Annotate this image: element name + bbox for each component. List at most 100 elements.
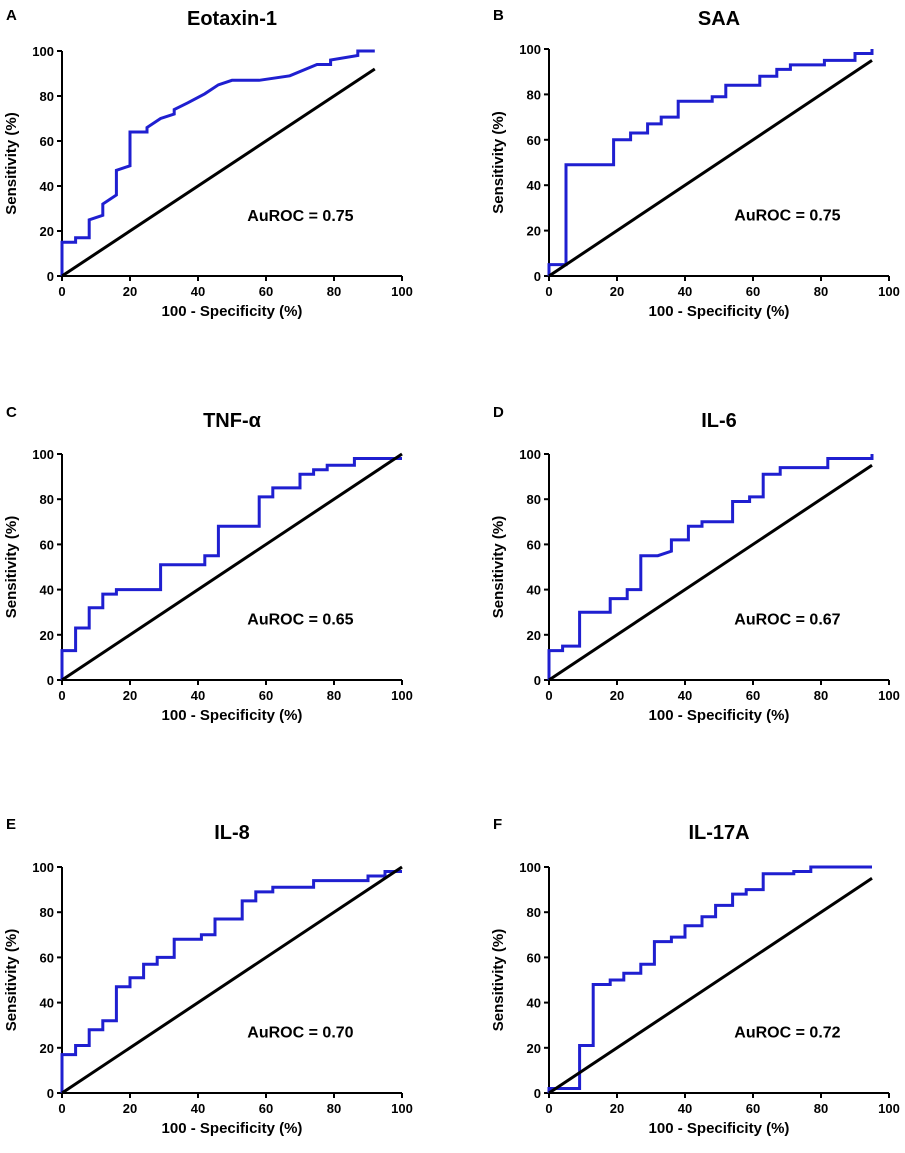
x-axis-label: 100 - Specificity (%) [649,707,790,724]
auroc-annotation: AuROC = 0.65 [247,612,353,629]
reference-diagonal-line [548,464,873,682]
y-tick-label: 0 [534,1086,541,1101]
auroc-annotation: AuROC = 0.72 [734,1025,840,1042]
x-tick-label: 60 [259,284,273,299]
chart-title: TNF-α [203,410,262,432]
y-tick-label: 80 [40,89,54,104]
y-tick-label: 100 [519,42,541,57]
y-tick-label: 20 [527,628,541,643]
y-tick-label: 100 [32,860,54,875]
x-tick-label: 60 [746,688,760,703]
y-tick-label: 0 [47,673,54,688]
chart-title: IL-6 [701,410,737,432]
x-tick-label: 80 [327,1101,341,1116]
y-tick-label: 0 [534,269,541,284]
x-tick-label: 0 [545,1101,552,1116]
y-tick-label: 60 [527,950,541,965]
x-tick-label: 60 [259,688,273,703]
reference-diagonal-line [61,452,403,682]
x-tick-label: 40 [678,1101,692,1116]
y-tick-label: 60 [527,133,541,148]
roc-panel-c: C TNF-α 0 20 40 60 80 100 0 20 40 60 80 100 100 - Spec… [3,404,413,724]
chart-title: SAA [698,8,740,30]
y-tick-label: 100 [32,44,54,59]
roc-curve-line [547,49,874,276]
roc-panel-a: A Eotaxin-1 0 20 40 60 80 100 0 20 40 60 80 100 100 - … [3,7,413,320]
panel-letter: F [493,816,502,833]
panel-letter: A [6,7,17,24]
y-axis-label: Sensitivity (%) [490,516,507,619]
auroc-annotation: AuROC = 0.75 [734,207,840,224]
reference-diagonal-line [548,59,873,278]
y-tick-label: 20 [527,224,541,239]
x-tick-label: 40 [678,284,692,299]
y-tick-label: 20 [527,1041,541,1056]
y-axis-label: Sensitivity (%) [3,112,20,215]
auroc-annotation: AuROC = 0.70 [247,1025,353,1042]
y-tick-label: 60 [40,537,54,552]
y-tick-label: 60 [527,537,541,552]
y-tick-label: 100 [32,447,54,462]
x-tick-label: 100 [391,284,413,299]
panel-letter: D [493,404,504,421]
roc-panel-e: E IL-8 0 20 40 60 80 100 0 20 40 60 80 100 100 - Speci… [3,816,413,1137]
roc-panel-f: F IL-17A 0 20 40 60 80 100 0 20 40 60 80 100 100 - Spe… [490,816,900,1137]
auroc-annotation: AuROC = 0.67 [734,612,840,629]
y-tick-label: 40 [40,996,54,1011]
x-tick-label: 20 [123,688,137,703]
x-tick-label: 40 [191,284,205,299]
y-tick-label: 80 [527,905,541,920]
x-tick-label: 80 [327,284,341,299]
panel-letter: B [493,7,504,24]
x-tick-label: 40 [678,688,692,703]
reference-diagonal-line [548,877,873,1095]
panel-letter: E [6,816,16,833]
x-tick-label: 100 [391,688,413,703]
x-tick-label: 80 [327,688,341,703]
auroc-annotation: AuROC = 0.75 [247,208,353,225]
y-tick-label: 40 [527,178,541,193]
y-axis-label: Sensitivity (%) [3,929,20,1032]
x-tick-label: 60 [259,1101,273,1116]
roc-curve-line [60,49,375,276]
x-tick-label: 80 [814,1101,828,1116]
x-tick-label: 100 [391,1101,413,1116]
roc-curve-line [60,870,402,1093]
x-tick-label: 20 [610,1101,624,1116]
x-tick-label: 100 [878,284,900,299]
reference-diagonal-line [61,865,403,1095]
y-tick-label: 0 [534,673,541,688]
x-tick-label: 0 [58,1101,65,1116]
x-tick-label: 20 [610,284,624,299]
roc-panel-b: B SAA 0 20 40 60 80 100 0 20 40 60 80 100 100 - Specif… [490,7,900,320]
roc-curve-line [547,865,872,1093]
y-tick-label: 80 [40,492,54,507]
roc-curve-line [60,457,402,680]
x-axis-label: 100 - Specificity (%) [162,1120,303,1137]
x-tick-label: 80 [814,688,828,703]
chart-title: IL-8 [214,822,250,844]
x-tick-label: 0 [545,688,552,703]
x-tick-label: 80 [814,284,828,299]
y-axis-label: Sensitivity (%) [490,111,507,214]
reference-diagonal-line [61,67,376,278]
y-tick-label: 40 [40,179,54,194]
x-axis-label: 100 - Specificity (%) [649,303,790,320]
panel-letter: C [6,404,17,421]
roc-panel-d: D IL-6 0 20 40 60 80 100 0 20 40 60 80 100 100 - Speci… [490,404,900,724]
y-tick-label: 0 [47,269,54,284]
chart-title: IL-17A [688,822,749,844]
y-tick-label: 80 [527,87,541,102]
x-tick-label: 100 [878,1101,900,1116]
y-tick-label: 20 [40,224,54,239]
chart-title: Eotaxin-1 [187,8,277,30]
y-tick-label: 100 [519,447,541,462]
y-tick-label: 60 [40,134,54,149]
x-axis-label: 100 - Specificity (%) [162,707,303,724]
x-tick-label: 60 [746,1101,760,1116]
x-tick-label: 20 [123,284,137,299]
y-tick-label: 40 [527,996,541,1011]
x-tick-label: 100 [878,688,900,703]
x-tick-label: 20 [123,1101,137,1116]
x-tick-label: 0 [58,688,65,703]
